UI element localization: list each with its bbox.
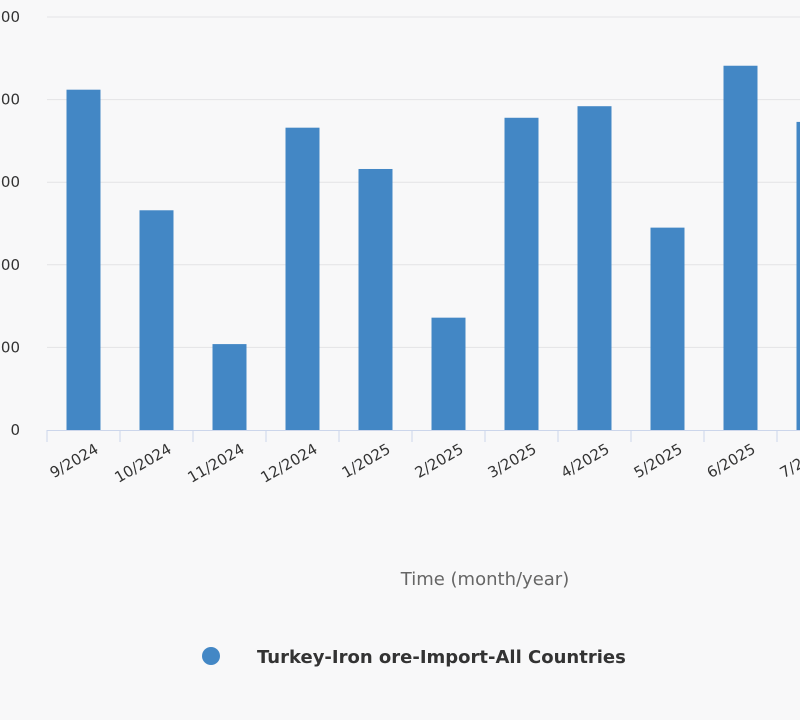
bar	[431, 317, 466, 430]
y-tick-label: 00	[1, 91, 20, 109]
x-axis-title: Time (month/year)	[400, 569, 569, 590]
bar	[504, 117, 539, 430]
y-tick-label: 00	[1, 338, 20, 356]
bar	[650, 227, 685, 430]
x-tick-label: 1/2025	[339, 440, 394, 482]
y-tick-label: 00	[1, 8, 20, 26]
x-tick-label: 12/2024	[258, 440, 321, 487]
x-tick-label: 2/2025	[412, 440, 467, 482]
y-tick-label: 0	[10, 421, 20, 439]
legend-label: Turkey-Iron ore-Import-All Countries	[257, 647, 626, 668]
legend-marker	[202, 647, 220, 665]
x-tick-label: 10/2024	[112, 440, 175, 487]
x-tick-label: 4/2025	[558, 440, 613, 482]
x-tick-label: 7/2025	[777, 440, 800, 482]
bar	[358, 168, 393, 430]
x-tick-label: 3/2025	[485, 440, 540, 482]
y-tick-label: 00	[1, 256, 20, 274]
bar	[796, 121, 800, 430]
bar	[66, 89, 101, 431]
bar	[212, 344, 247, 430]
x-tick-label: 6/2025	[704, 440, 759, 482]
x-tick-label: 9/2024	[47, 440, 102, 482]
bar	[577, 106, 612, 430]
bar	[139, 210, 174, 430]
x-tick-label: 5/2025	[631, 440, 686, 482]
y-tick-label: 00	[1, 173, 20, 191]
x-tick-label: 11/2024	[185, 440, 248, 487]
bar	[285, 127, 320, 431]
bar	[723, 65, 758, 430]
